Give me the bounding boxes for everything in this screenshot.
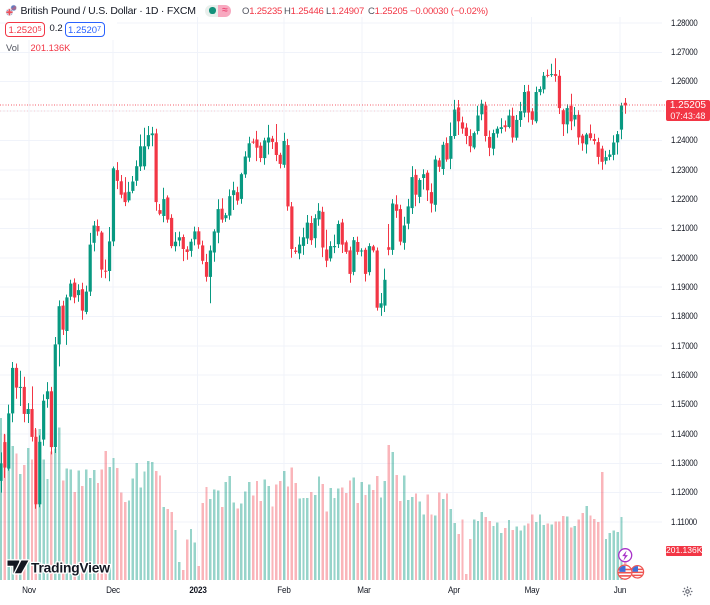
svg-text:TradingView: TradingView — [31, 561, 110, 576]
